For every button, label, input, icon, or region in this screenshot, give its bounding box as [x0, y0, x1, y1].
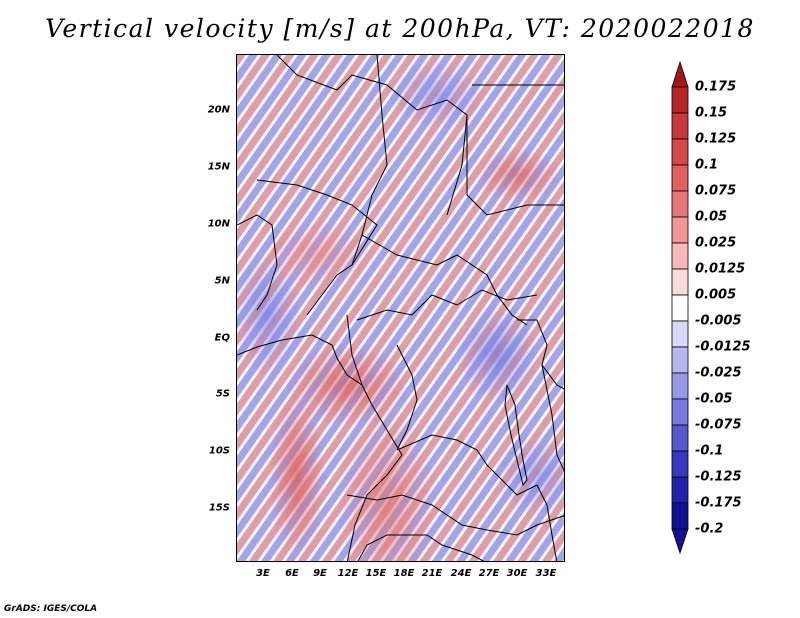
- border-nigeria: [256, 179, 378, 316]
- colorbar-segment: [671, 320, 689, 348]
- lon-label-33e: 33E: [535, 568, 557, 579]
- country-borders: [237, 55, 564, 561]
- colorbar-segment: [671, 268, 689, 296]
- colorbar-label: 0.075: [695, 183, 737, 199]
- lon-label-30e: 30E: [506, 568, 528, 579]
- lon-label-12e: 12E: [337, 568, 359, 579]
- colorbar-label: -0.005: [695, 313, 742, 329]
- lon-label-21e: 21E: [421, 568, 443, 579]
- colorbar-label: -0.0125: [695, 339, 751, 355]
- border-drc-south: [396, 434, 538, 496]
- lat-label-10n: 10N: [207, 218, 230, 230]
- lon-label-24e: 24E: [450, 568, 472, 579]
- colorbar-label: -0.175: [695, 495, 742, 511]
- border-drc-east: [517, 319, 564, 390]
- colorbar-label: 0.15: [695, 105, 728, 121]
- colorbar-label: 0.175: [695, 79, 737, 95]
- colorbar: [671, 60, 689, 555]
- lat-label-5n: 5N: [214, 275, 230, 287]
- colorbar-label: -0.075: [695, 417, 742, 433]
- colorbar-segment: [671, 86, 689, 114]
- colorbar-label: 0.05: [695, 209, 728, 225]
- colorbar-label: -0.1: [695, 443, 724, 459]
- colorbar-segment: [671, 502, 689, 530]
- lat-label-eq: EQ: [214, 332, 230, 344]
- grads-credit: GrADS: IGES/COLA: [4, 604, 98, 614]
- border-east: [536, 364, 564, 561]
- colorbar-segment: [671, 476, 689, 504]
- colorbar-label: -0.05: [695, 391, 733, 407]
- lat-label-10s: 10S: [208, 445, 230, 457]
- colorbar-label: 0.1: [695, 157, 719, 173]
- border-south: [357, 534, 485, 561]
- lat-label-5s: 5S: [215, 388, 230, 400]
- border-congo: [346, 314, 418, 451]
- lon-label-3e: 3E: [256, 568, 270, 579]
- colorbar-label: 0.125: [695, 131, 737, 147]
- lat-label-20n: 20N: [207, 104, 230, 116]
- colorbar-label: -0.2: [695, 521, 724, 537]
- colorbar-bottom-arrow: [671, 528, 689, 555]
- lon-label-27e: 27E: [478, 568, 500, 579]
- lon-label-15e: 15E: [365, 568, 387, 579]
- border-chad: [361, 234, 528, 326]
- velocity-map: [236, 54, 565, 562]
- colorbar-segment: [671, 112, 689, 140]
- colorbar-segment: [671, 190, 689, 218]
- coastline-west: [237, 334, 403, 561]
- border-sudan: [466, 115, 564, 216]
- border-north-2: [351, 55, 388, 266]
- colorbar-segment: [671, 294, 689, 322]
- colorbar-top-arrow: [671, 60, 689, 88]
- colorbar-segment: [671, 372, 689, 400]
- border-west: [237, 214, 278, 311]
- colorbar-segment: [671, 242, 689, 270]
- colorbar-segment: [671, 424, 689, 452]
- colorbar-label: 0.0125: [695, 261, 746, 277]
- lat-label-15n: 15N: [207, 161, 230, 173]
- border-north-1: [276, 55, 468, 216]
- colorbar-segment: [671, 164, 689, 192]
- lon-label-9e: 9E: [313, 568, 327, 579]
- lat-label-15s: 15S: [208, 502, 230, 514]
- lon-label-18e: 18E: [393, 568, 415, 579]
- colorbar-segment: [671, 398, 689, 426]
- colorbar-label: 0.025: [695, 235, 737, 251]
- colorbar-segment: [671, 138, 689, 166]
- border-car: [356, 289, 538, 321]
- colorbar-label: -0.125: [695, 469, 742, 485]
- colorbar-segment: [671, 450, 689, 478]
- chart-title: Vertical velocity [m/s] at 200hPa, VT: 2…: [45, 14, 755, 43]
- lake-outline: [504, 384, 528, 487]
- lon-label-6e: 6E: [285, 568, 299, 579]
- colorbar-segment: [671, 346, 689, 374]
- colorbar-segment: [671, 216, 689, 244]
- border-angola: [346, 494, 564, 536]
- colorbar-label: 0.005: [695, 287, 737, 303]
- colorbar-label: -0.025: [695, 365, 742, 381]
